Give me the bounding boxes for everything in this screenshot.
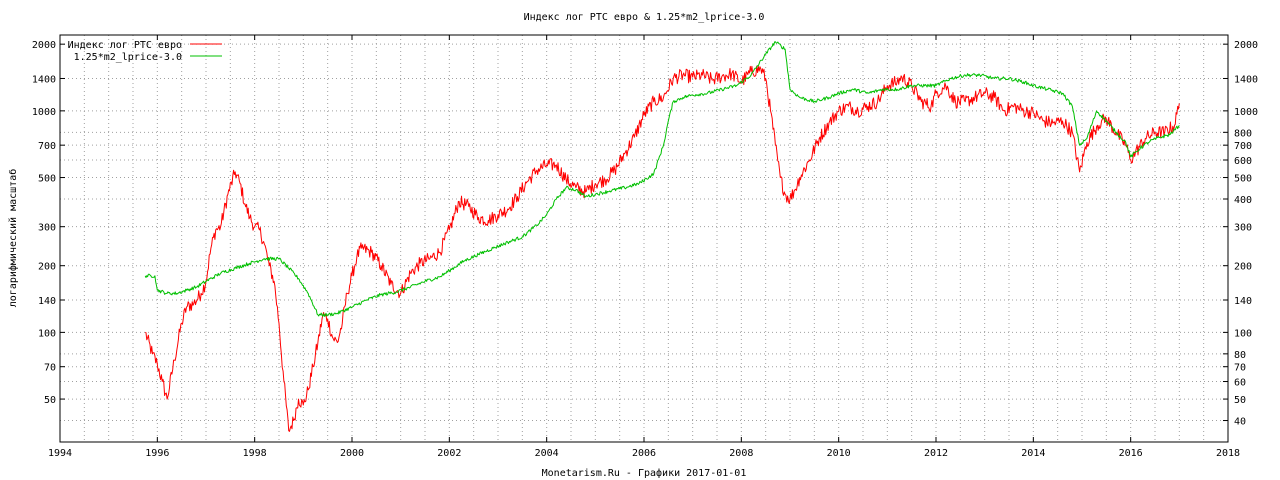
y-tick-label-right: 700 xyxy=(1234,141,1252,152)
legend-label-0: Индекс лог РТС евро xyxy=(68,40,182,51)
x-tick-label: 2002 xyxy=(437,448,461,459)
y-tick-label-left: 140 xyxy=(38,296,56,307)
y-tick-label-left: 700 xyxy=(38,141,56,152)
y-tick-label-right: 140 xyxy=(1234,296,1252,307)
y-tick-label-right: 400 xyxy=(1234,195,1252,206)
x-tick-label: 2016 xyxy=(1119,448,1143,459)
x-tick-label: 2014 xyxy=(1021,448,1045,459)
x-tick-label: 2010 xyxy=(827,448,851,459)
y-tick-label-left: 50 xyxy=(44,395,56,406)
y-tick-label-left: 2000 xyxy=(32,40,56,51)
y-tick-label-right: 80 xyxy=(1234,350,1246,361)
y-tick-label-left: 70 xyxy=(44,363,56,374)
y-tick-label-right: 1400 xyxy=(1234,74,1258,85)
y-tick-label-right: 40 xyxy=(1234,417,1246,428)
y-tick-label-right: 600 xyxy=(1234,156,1252,167)
x-tick-label: 1996 xyxy=(145,448,169,459)
y-axis-label: логарифмический масштаб xyxy=(7,169,19,307)
y-tick-label-right: 800 xyxy=(1234,128,1252,139)
y-tick-label-left: 300 xyxy=(38,223,56,234)
y-tick-label-right: 500 xyxy=(1234,174,1252,185)
series-line-1 xyxy=(144,41,1180,317)
x-tick-label: 2000 xyxy=(340,448,364,459)
grid-layer xyxy=(60,35,1228,442)
x-tick-label: 2004 xyxy=(535,448,559,459)
y-tick-label-left: 200 xyxy=(38,262,56,273)
y-tick-label-right: 50 xyxy=(1234,395,1246,406)
series-layer xyxy=(144,41,1180,432)
y-tick-label-left: 1400 xyxy=(32,74,56,85)
y-tick-label-right: 2000 xyxy=(1234,40,1258,51)
y-tick-label-right: 70 xyxy=(1234,363,1246,374)
legend-label-1: 1.25*m2_lprice-3.0 xyxy=(74,52,182,63)
y-tick-label-left: 1000 xyxy=(32,107,56,118)
x-tick-label: 2018 xyxy=(1216,448,1240,459)
x-tick-label: 1998 xyxy=(243,448,267,459)
y-tick-label-right: 100 xyxy=(1234,328,1252,339)
x-tick-label: 1994 xyxy=(48,448,72,459)
y-tick-label-left: 100 xyxy=(38,328,56,339)
y-tick-label-left: 500 xyxy=(38,174,56,185)
x-axis-label: Monetarism.Ru - Графики 2017-01-01 xyxy=(542,467,747,479)
y-tick-label-right: 200 xyxy=(1234,262,1252,273)
y-tick-label-right: 300 xyxy=(1234,223,1252,234)
chart-title: Индекс лог РТС евро & 1.25*m2_lprice-3.0 xyxy=(524,12,765,23)
plot-frame xyxy=(59,34,1229,443)
y-tick-label-right: 60 xyxy=(1234,378,1246,389)
y-tick-label-right: 1000 xyxy=(1234,107,1258,118)
x-tick-label: 2006 xyxy=(632,448,656,459)
x-tick-label: 2012 xyxy=(924,448,948,459)
legend: Индекс лог РТС евро 1.25*m2_lprice-3.0 xyxy=(68,40,222,63)
axis-layer: 1994 1996 1998 2000 2002 2004 2006 2008 2010 2012… xyxy=(32,35,1258,459)
series-line-0 xyxy=(145,65,1180,432)
x-tick-label: 2008 xyxy=(729,448,753,459)
